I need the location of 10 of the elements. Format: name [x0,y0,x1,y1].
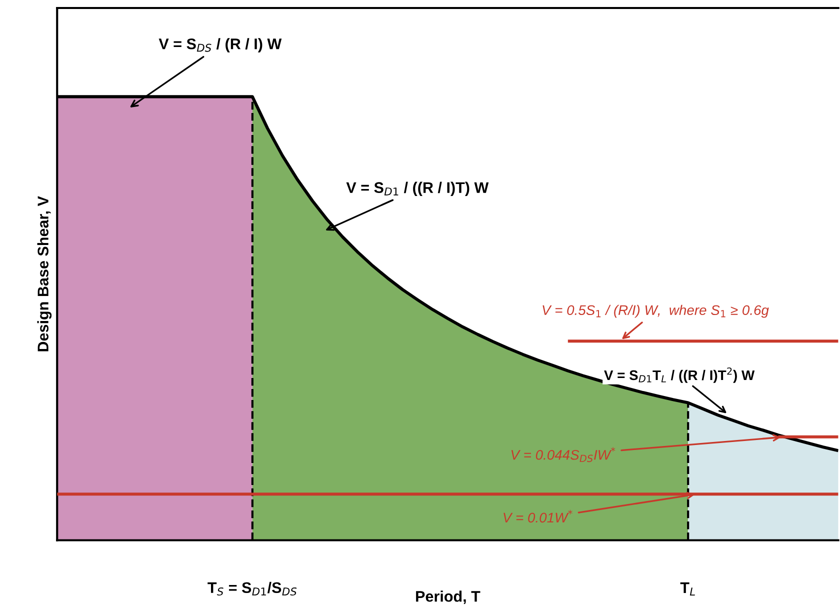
annotation: V = 0.044S$_{DS}$IW$^{*}$ [511,447,616,462]
text: V = S$_{DS}$ / (R / I) W [158,38,282,52]
y-axis-title: Design Base Shear, V [37,196,52,352]
annotation: V = 0.5S$_{1}$ / (R/I) W, where S$_{1}$ ≥ 0.6g [542,304,769,318]
annotation: V = 0.01W$^{*}$ [504,510,572,523]
annotation: V = S$_{D1}$T$_{L}$ / ((R / I)T$^{2}$) W [604,367,755,383]
x-axis-title: Period, T [416,590,480,604]
annotation: V = S$_{D1}$ / ((R / I)T) W [346,182,489,196]
x-tick-label: T$_{S}$ = S$_{D1}$/S$_{DS}$ [208,582,297,596]
x-tick-label: T$_{L}$ [680,582,695,596]
